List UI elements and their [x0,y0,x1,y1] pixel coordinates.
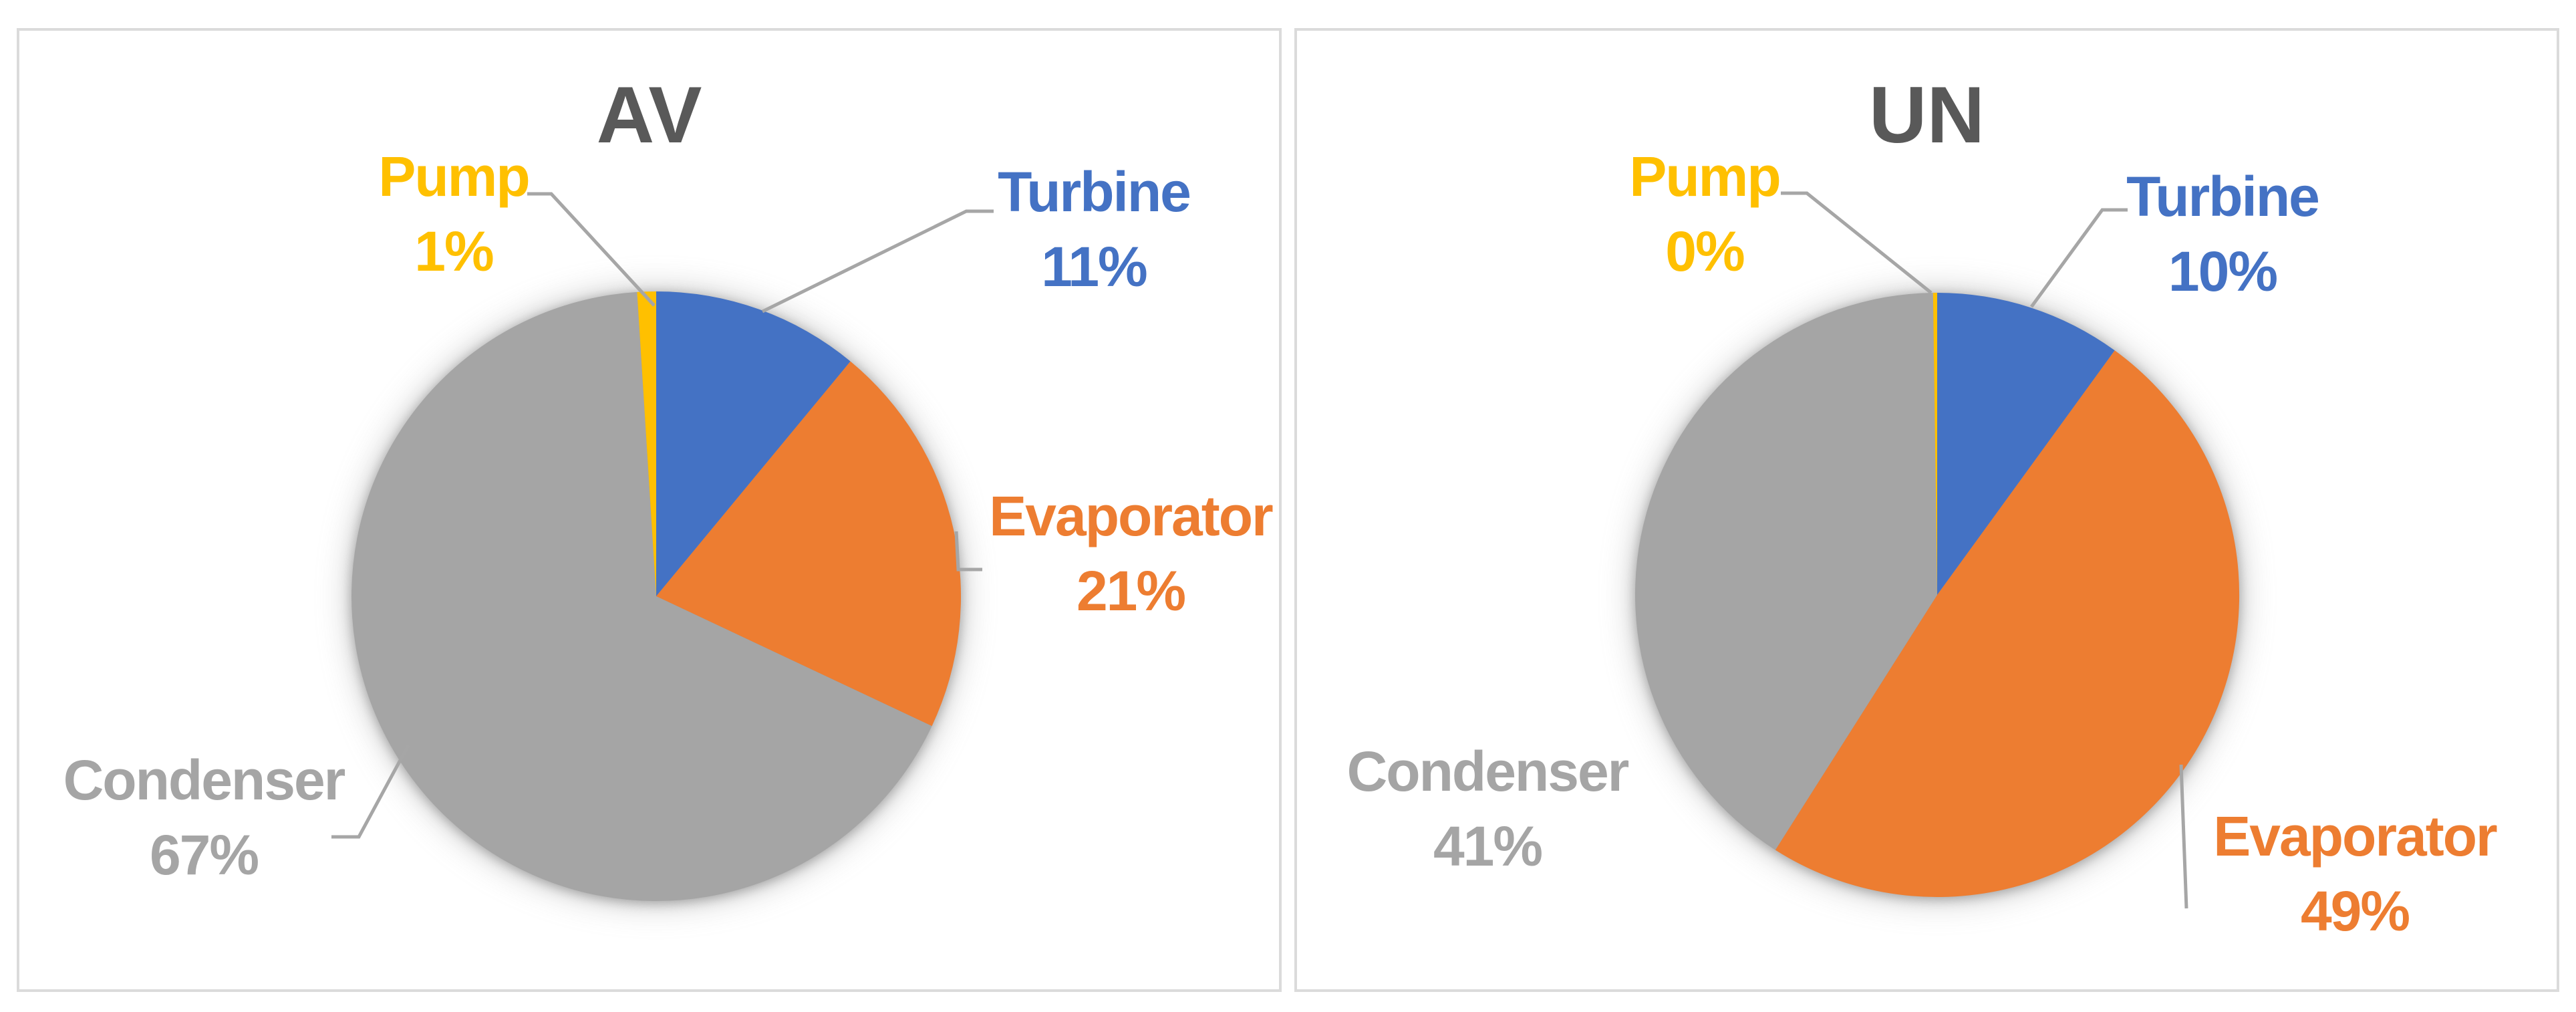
slice-label-name: Turbine [998,160,1191,223]
slice-label-percent: 10% [2168,240,2278,303]
slice-label-evaporator: Evaporator 49% [2213,799,2497,948]
leader-line-pump [1781,191,1933,294]
chart-panel-av: AV Turbine 11% Evaporator 21% Condenser 67% Pu… [17,28,1282,992]
pie-chart-av [331,192,994,902]
slice-label-percent: 0% [1665,220,1745,283]
slice-label-percent: 41% [1433,815,1543,878]
slice-label-percent: 11% [1041,235,1147,298]
slice-label-condenser: Condenser 41% [1346,734,1630,884]
slice-label-name: Evaporator [2213,805,2497,868]
slice-label-turbine: Turbine 10% [2126,159,2320,309]
leader-line-evaporator [954,531,982,572]
label-layer-un: Turbine 10% Evaporator 49% Condenser 41% Pump 0… [1297,31,2557,989]
slice-label-name: Turbine [2126,165,2320,228]
pie-group-av [351,291,962,902]
slice-label-percent: 67% [149,824,259,886]
slice-label-name: Evaporator [989,485,1273,547]
slice-label-name: Pump [378,145,530,208]
leader-line-pump [527,192,656,307]
pie-slice-condenser [351,291,932,902]
slice-label-condenser: Condenser 67% [63,743,346,892]
pie-slice-pump [637,291,656,596]
slice-label-name: Pump [1629,145,1781,208]
slice-label-pump: Pump 0% [1629,139,1781,289]
label-layer-av: Turbine 11% Evaporator 21% Condenser 67% Pump 1… [19,31,1279,989]
pie-slice-evaporator [1775,350,2240,898]
pie-slice-condenser [1634,293,1937,850]
pie-chart-un [1634,191,2240,909]
pie-slice-turbine [656,291,851,596]
leader-line-condenser [331,744,410,839]
slice-label-pump: Pump 1% [378,139,530,289]
leader-line-evaporator [2179,764,2188,909]
chart-panel-un: UN Turbine 10% Evaporator 49% Condenser 41% Pu… [1294,28,2559,992]
pie-slice-evaporator [656,361,962,727]
slice-label-percent: 1% [414,220,494,283]
leader-line-turbine [2029,208,2128,308]
slice-label-name: Condenser [1346,740,1630,803]
slice-label-turbine: Turbine 11% [998,154,1191,304]
slice-label-percent: 49% [2300,880,2410,942]
pie-slice-turbine [1937,293,2115,595]
pie-group-un [1634,292,2240,898]
slice-label-name: Condenser [63,749,346,811]
chart-title-un: UN [1868,70,1985,160]
chart-title-av: AV [596,70,702,160]
slice-label-evaporator: Evaporator 21% [989,479,1273,628]
slice-label-percent: 21% [1076,559,1186,622]
leader-line-turbine [761,209,994,313]
